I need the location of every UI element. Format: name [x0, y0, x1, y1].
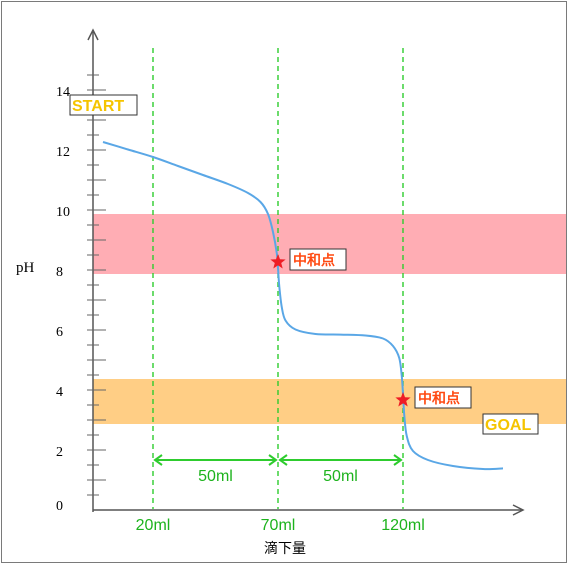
- x-axis-title: 滴下量: [264, 540, 306, 557]
- y-tick-label: 12: [56, 145, 70, 160]
- start-label: START: [69, 94, 138, 116]
- y-tick-label: 4: [56, 385, 63, 400]
- y-tick-label: 10: [56, 205, 70, 220]
- y-tick-label: 0: [56, 499, 63, 514]
- ph-bands: [93, 214, 566, 424]
- neutralization-label-box-1: [414, 386, 472, 409]
- goal-label-box: [482, 413, 539, 435]
- neutralization-label-0: 中和点: [293, 252, 335, 269]
- x-tick-label: 120ml: [381, 517, 425, 534]
- neutralization-label-1: 中和点: [418, 390, 460, 407]
- y-axis-title: pH: [16, 260, 35, 276]
- goal-label: GOAL: [482, 413, 539, 435]
- x-ticks: 20ml 70ml 120ml: [136, 517, 425, 534]
- curve-layer: [102, 141, 504, 471]
- start-label-box: [69, 94, 138, 116]
- x-tick-label: 70ml: [261, 517, 296, 534]
- titration-curve: [102, 141, 504, 471]
- y-tick-label: 14: [56, 85, 70, 100]
- neutralization-label-box-0: [289, 248, 347, 271]
- y-axis-arrow: [87, 28, 99, 41]
- x-tick-label: 20ml: [136, 517, 171, 534]
- interval-arrow-head-right-1: [393, 454, 403, 466]
- goal-label-text: GOAL: [485, 417, 531, 434]
- guide-lines: [152, 48, 404, 509]
- interval-arrows: 50ml 50ml: [153, 454, 403, 485]
- interval-arrow-head-left-1: [278, 454, 288, 466]
- star-icon: [270, 254, 286, 269]
- y-tick-label: 8: [56, 265, 63, 280]
- y-tick-label: 6: [56, 325, 63, 340]
- x-axis-arrow: [512, 504, 525, 516]
- interval-label-1: 50ml: [323, 468, 358, 485]
- interval-label-0: 50ml: [198, 468, 233, 485]
- y-ticks: 0 2 4 6 8 10 12 14: [56, 74, 106, 514]
- interval-arrow-head-left-0: [153, 454, 163, 466]
- interval-arrow-head-right-0: [268, 454, 278, 466]
- start-label-text: START: [72, 98, 124, 115]
- star-icon: [395, 392, 411, 407]
- y-tick-label: 2: [56, 445, 63, 460]
